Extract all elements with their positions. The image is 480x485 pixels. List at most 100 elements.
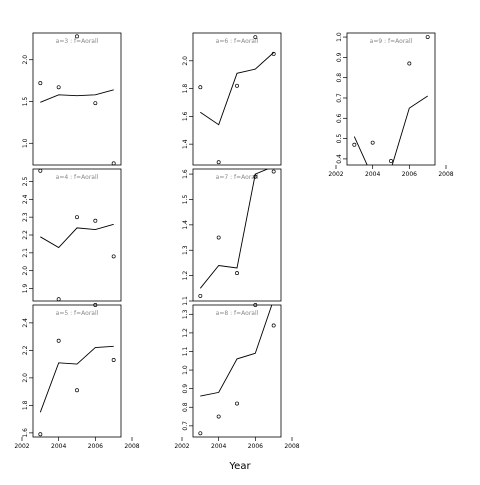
x-tick-label: 2002 [174,443,189,450]
data-point [216,160,221,165]
panel-frame [32,32,122,166]
data-point [216,414,221,419]
data-point [198,85,203,90]
data-point [389,158,393,163]
data-point [271,323,276,328]
y-tick-label: 0.5 [336,134,343,144]
y-tick-label: 1.2 [182,328,189,338]
y-tick-label: 2.4 [22,318,29,328]
panel-frame [192,304,282,438]
y-tick-label: 1.4 [182,139,189,149]
data-point [56,85,61,90]
y-tick-label: 1.2 [182,271,189,281]
panel-title: a=7 : f=Aorall [216,174,259,181]
panel-6: a=8 : f=Aorall 0.7 0.8 0.9 1.0 1.1 1.2 1.3 2002 2… [174,303,300,450]
x-tick-label: 2004 [51,443,66,450]
x-tick-label: 2004 [211,443,226,450]
y-tick-label: 0.4 [336,154,343,164]
data-point [352,142,357,147]
x-tick-label: 2008 [284,443,299,450]
data-point [93,218,98,223]
y-tick-label: 0.9 [336,52,343,62]
data-point [56,338,61,343]
y-tick-label: 1.3 [182,309,189,319]
data-point [216,235,221,240]
panel-frame [192,32,282,166]
y-tick-label: 1.0 [182,365,189,375]
x-tick-label: 2008 [438,171,453,178]
panel-3: a=5 : f=Aorall 1.6 1.8 2.0 2.2 2.4 2002 2004 200… [14,303,140,450]
y-tick-label: 1.9 [22,284,29,294]
panel-5: a=7 : f=Aorall 1.1 1.2 1.3 1.4 1.5 1.6 [182,168,282,306]
y-tick-label: 2.5 [22,177,29,187]
y-tick-label: 0.8 [182,402,189,412]
x-tick-label: 2006 [88,443,103,450]
data-point [253,303,258,307]
y-tick-label: 2.4 [22,194,29,204]
y-tick-label: 1.0 [22,138,29,148]
panel-1: a=3 : f=Aorall 1.0 1.5 2.0 [22,32,122,166]
data-point [111,358,116,362]
data-point [198,293,203,298]
data-point [271,51,276,56]
y-tick-label: 1.1 [182,347,189,357]
y-tick-label: 1.6 [182,111,189,121]
fit-line [200,52,275,126]
data-point [425,35,430,40]
x-axis-title: Year [228,461,251,472]
x-tick-label: 2002 [328,171,343,178]
y-tick-label: 0.7 [182,421,189,431]
x-tick-label: 2002 [14,443,29,450]
y-tick-label: 2.0 [22,266,29,276]
data-point [75,34,79,39]
fit-line [40,223,114,249]
data-point [38,81,43,86]
y-tick-label: 1.6 [22,428,29,438]
y-tick-label: 1.8 [182,84,189,94]
data-point [38,432,43,437]
x-tick-label: 2006 [248,443,263,450]
data-point [253,35,258,40]
data-point [253,174,258,179]
y-tick-label: 2.0 [22,55,29,65]
panel-2: a=4 : f=Aorall 1.9 2.0 2.1 2.2 2.3 2.4 2.5 [22,168,122,302]
data-point [75,388,79,393]
y-tick-label: 2.0 [22,373,29,383]
y-tick-label: 1.5 [182,195,189,205]
y-tick-label: 2.2 [22,230,29,240]
y-tick-label: 1.1 [182,296,189,306]
panel-title: a=5 : f=Aorall [56,310,99,317]
fit-line [199,169,269,289]
y-tick-label: 1.3 [182,245,189,255]
data-point [407,61,412,66]
data-point [111,161,116,166]
y-tick-label: 1.4 [182,220,189,230]
data-point [93,303,98,307]
y-tick-label: 2.3 [22,212,29,222]
data-point [93,101,98,106]
panel-frame [346,32,436,166]
panel-title: a=8 : f=Aorall [216,310,259,317]
fit-line [200,305,273,397]
y-tick-label: 0.9 [182,384,189,394]
y-tick-label: 2.2 [22,345,29,355]
panel-7: a=9 : f=Aorall 0.4 0.5 0.6 0.7 0.8 0.9 1.0 2002 2… [328,32,453,178]
panel-4: a=6 : f=Aorall 1.4 1.6 1.8 2.0 [182,32,282,166]
data-point [271,169,276,174]
y-tick-label: 1.6 [182,169,189,179]
panel-frame [32,168,122,302]
data-point [370,140,375,145]
data-point [198,431,203,436]
data-point [75,215,79,220]
panel-title: a=9 : f=Aorall [370,38,413,45]
data-point [235,83,239,88]
y-tick-label: 1.8 [22,400,29,410]
y-tick-label: 2.0 [182,56,189,66]
panel-title: a=6 : f=Aorall [216,38,259,45]
y-tick-label: 0.7 [336,93,343,103]
panel-title: a=3 : f=Aorall [56,38,99,45]
data-point [235,401,239,406]
y-tick-label: 1.0 [336,32,343,42]
